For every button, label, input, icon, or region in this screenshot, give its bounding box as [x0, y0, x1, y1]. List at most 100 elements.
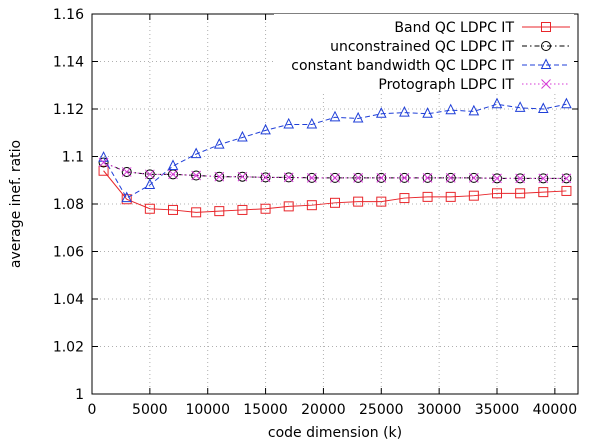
data-point [469, 173, 479, 183]
data-point [515, 188, 526, 199]
data-point [422, 173, 433, 183]
data-point [145, 169, 155, 180]
data-point [537, 102, 549, 113]
data-point [306, 172, 317, 183]
x-tick-label: 25000 [359, 402, 404, 418]
data-point [121, 194, 132, 205]
legend-marker [540, 58, 552, 69]
data-point [144, 178, 156, 189]
y-tick-label: 1.04 [53, 292, 84, 308]
data-point [422, 172, 433, 183]
data-point [237, 171, 248, 182]
y-axis-title: average inef. ratio [8, 140, 24, 268]
data-point [237, 130, 248, 142]
legend-marker [541, 79, 551, 89]
data-point [260, 203, 271, 214]
series-layer [98, 97, 572, 218]
data-point [307, 173, 317, 183]
legend-label: Protograph LDPC IT [378, 77, 514, 93]
y-tick-label: 1.1 [62, 150, 84, 166]
x-tick-label: 40000 [533, 402, 578, 418]
data-point [445, 173, 456, 183]
data-point [514, 101, 526, 112]
data-point [376, 196, 387, 207]
series-3 [98, 157, 572, 184]
data-point [445, 191, 456, 202]
data-point [330, 197, 340, 208]
data-point [191, 170, 202, 181]
x-tick-label: 5000 [132, 402, 168, 418]
data-point [283, 172, 294, 183]
data-point [306, 200, 317, 211]
data-point [121, 167, 132, 177]
data-point [214, 206, 225, 217]
data-point [190, 147, 202, 159]
data-point [260, 172, 271, 183]
series-0 [98, 165, 572, 218]
data-point [283, 117, 295, 129]
data-point [468, 104, 480, 116]
data-point [399, 193, 410, 204]
legend-item: unconstrained QC LDPC IT [330, 39, 570, 55]
data-point [445, 103, 457, 115]
data-point [98, 157, 109, 168]
series-line [103, 103, 567, 199]
legend-label: Band QC LDPC IT [394, 20, 514, 36]
data-point [353, 196, 364, 207]
data-point [375, 107, 387, 118]
data-point [214, 171, 225, 182]
data-point [283, 201, 294, 212]
data-point [352, 111, 364, 123]
series-1 [98, 157, 572, 184]
data-point [561, 185, 572, 196]
data-point [168, 169, 178, 180]
series-line [103, 170, 567, 213]
grid [92, 14, 578, 394]
legend-item: Band QC LDPC IT [394, 20, 570, 36]
data-point [376, 173, 387, 183]
y-tick-label: 1.16 [53, 7, 84, 23]
y-tick-label: 1.02 [53, 340, 84, 356]
data-point [260, 123, 271, 135]
legend: Band QC LDPC IT unconstrained QC LDPC IT c… [291, 20, 570, 93]
data-point [399, 173, 410, 183]
y-tick-label: 1.12 [53, 102, 84, 118]
data-point [121, 191, 133, 203]
data-point [237, 204, 248, 215]
x-tick-label: 0 [88, 402, 97, 418]
data-point [98, 151, 109, 162]
x-axis-title: code dimension (k) [268, 425, 402, 441]
legend-marker [541, 41, 551, 51]
data-point [168, 204, 178, 215]
axis-ticks: 0 5000 10000 15000 20000 25000 30000 35000 40000… [53, 7, 578, 418]
data-point [561, 173, 572, 184]
data-point [306, 117, 318, 129]
x-tick-label: 10000 [185, 402, 230, 418]
data-point [515, 173, 525, 184]
data-point [515, 173, 526, 184]
legend-item: constant bandwidth QC LDPC IT [291, 58, 570, 74]
series-2 [98, 97, 572, 203]
data-point [144, 203, 155, 214]
x-tick-label: 35000 [475, 402, 520, 418]
data-point [191, 207, 202, 218]
data-point [330, 173, 340, 183]
data-point [491, 97, 503, 109]
legend-label: unconstrained QC LDPC IT [330, 39, 514, 55]
data-point [191, 170, 201, 181]
x-tick-label: 30000 [417, 402, 462, 418]
data-point [167, 159, 179, 170]
data-point [283, 172, 294, 183]
data-point [353, 173, 363, 183]
data-point [561, 97, 572, 109]
legend-item: Protograph LDPC IT [378, 77, 570, 93]
data-point [98, 165, 109, 176]
data-point [538, 187, 549, 198]
data-point [422, 191, 433, 202]
y-tick-label: 1 [75, 387, 84, 403]
data-point [422, 107, 433, 118]
data-point [213, 138, 225, 149]
data-point [468, 190, 479, 201]
y-tick-label: 1.06 [53, 245, 84, 261]
legend-label: constant bandwidth QC LDPC IT [291, 58, 514, 74]
